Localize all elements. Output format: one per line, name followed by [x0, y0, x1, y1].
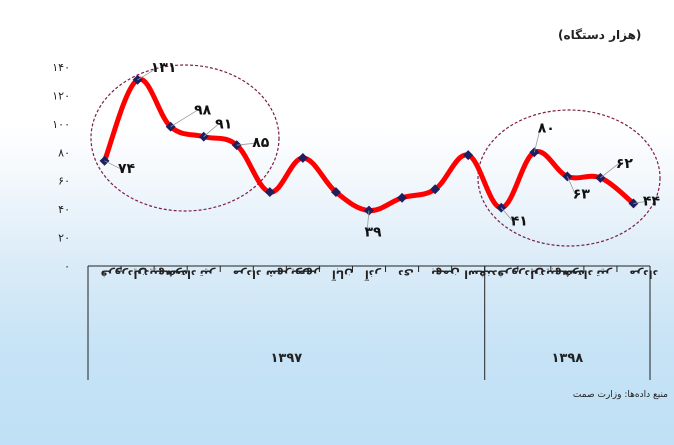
- x-tick-label: تیر: [596, 268, 612, 281]
- data-label-leader: [104, 160, 121, 170]
- y-tick-label: ۸۰: [58, 146, 70, 159]
- data-label-leader: [170, 110, 197, 128]
- group-label: ۱۳۹۷: [270, 351, 302, 366]
- y-tick-label: ۱۰۰: [52, 118, 70, 131]
- data-label-leader: [203, 124, 218, 137]
- data-label: ۸۵: [252, 135, 270, 151]
- x-tick-label: مرداد: [233, 268, 262, 281]
- x-tick-label: شهریور: [266, 268, 309, 281]
- data-point-marker: [463, 150, 474, 161]
- y-tick-label: ۶۰: [58, 175, 70, 188]
- data-label: ۴۱: [511, 214, 528, 230]
- data-label: ۶۳: [573, 186, 591, 202]
- x-tick-label: اردیبهشت: [134, 268, 188, 281]
- highlight-ellipse-1398: [477, 109, 661, 247]
- data-label: ۳۹: [364, 225, 382, 241]
- series-line: [102, 76, 636, 214]
- x-tick-label: تیر: [200, 268, 216, 281]
- x-tick-label: دی: [398, 268, 414, 281]
- data-point-marker: [297, 153, 308, 163]
- unit-label: (هزار دستگاه): [558, 28, 642, 42]
- data-label: ۸۰: [538, 120, 555, 136]
- x-tick-label: خرداد: [563, 268, 593, 281]
- y-tick-label: ۰: [64, 260, 70, 273]
- data-point-marker: [264, 187, 275, 198]
- data-label: ۷۴: [118, 161, 136, 177]
- data-label-leader: [500, 207, 514, 222]
- data-label: ۶۲: [616, 156, 634, 172]
- data-point-marker: [330, 187, 341, 198]
- data-label: ۹۸: [194, 103, 212, 119]
- source-label: منبع داده‌ها: وزارت صمت: [572, 390, 668, 400]
- x-tick-label: آذر: [365, 268, 382, 282]
- data-label-leader: [236, 142, 255, 146]
- data-label: ۱۳۱: [151, 60, 177, 76]
- x-tick-label: اسفند: [464, 268, 497, 281]
- data-label-leader: [600, 163, 619, 179]
- data-label-leader: [366, 210, 370, 233]
- x-tick-label: مهر: [299, 268, 321, 281]
- y-tick-label: ۲۰: [58, 232, 70, 245]
- data-label-leader: [137, 67, 158, 81]
- data-label-leader: [633, 201, 646, 204]
- data-point-marker: [430, 184, 441, 195]
- data-point-marker: [397, 192, 408, 203]
- x-tick-label: فروردین: [101, 268, 148, 281]
- x-tick-label: اردیبهشت: [530, 268, 584, 281]
- x-tick-label: آبان: [332, 268, 354, 282]
- highlight-ellipse-1397: [90, 64, 280, 212]
- x-tick-label: فروردین: [497, 268, 544, 281]
- x-tick-label: بهمن: [431, 268, 460, 281]
- data-label-leader: [566, 176, 576, 195]
- data-label-leader: [533, 128, 541, 153]
- group-label: ۱۳۹۸: [551, 351, 583, 366]
- y-tick-label: ۱۴۰: [52, 61, 70, 74]
- y-tick-label: ۱۲۰: [52, 89, 70, 102]
- y-tick-label: ۴۰: [58, 203, 70, 216]
- x-tick-label: مرداد: [629, 268, 658, 281]
- x-tick-label: خرداد: [167, 268, 197, 281]
- data-label: ۴۴: [643, 193, 661, 209]
- data-label: ۹۱: [215, 117, 232, 133]
